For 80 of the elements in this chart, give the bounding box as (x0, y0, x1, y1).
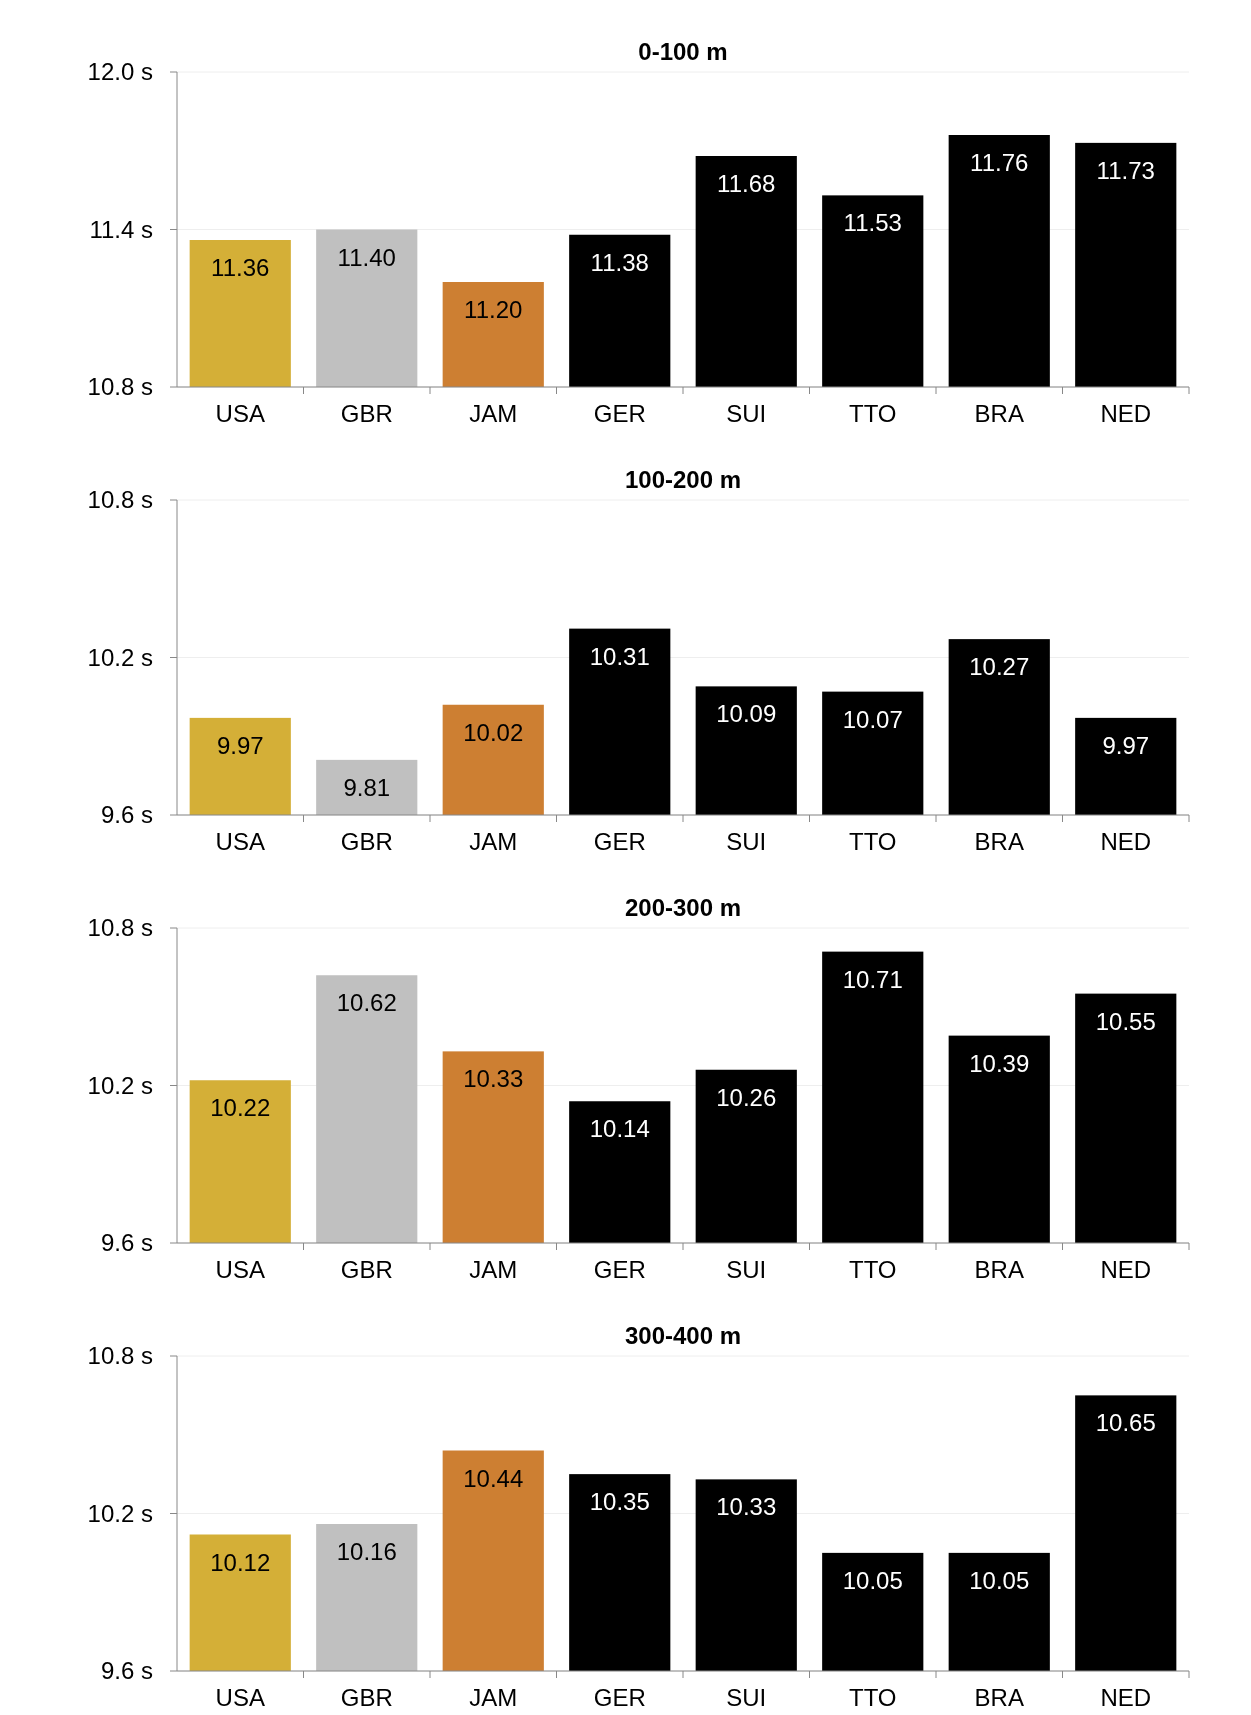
x-tick-label: GER (593, 1684, 646, 1711)
x-tick-label: GER (593, 400, 646, 427)
x-tick-label: NED (1100, 828, 1152, 855)
y-tick-label: 10.8 s (87, 1342, 153, 1370)
x-tick-label: BRA (974, 400, 1024, 427)
y-tick-label: 9.6 s (100, 1229, 153, 1257)
data-label: 10.16 (336, 1538, 397, 1565)
x-tick-label: TTO (848, 400, 897, 427)
x-tick-label: NED (1100, 1256, 1152, 1283)
x-tick-label: NED (1100, 400, 1152, 427)
x-tick-label: TTO (848, 828, 897, 855)
x-tick-label: GBR (340, 1256, 393, 1283)
y-tick-label: 10.8 s (87, 914, 153, 942)
data-label: 10.35 (589, 1488, 650, 1516)
data-label: 11.40 (337, 243, 396, 271)
chart-title: 300-400 m (624, 1322, 742, 1349)
x-tick-label: GBR (340, 400, 393, 427)
data-label: 10.33 (463, 1065, 524, 1093)
x-tick-label: JAM (469, 1684, 518, 1711)
data-label: 10.44 (463, 1464, 524, 1492)
data-label: 9.97 (216, 731, 264, 759)
data-label: 9.81 (343, 773, 391, 801)
data-label: 10.33 (716, 1493, 777, 1521)
data-label: 10.05 (969, 1566, 1030, 1594)
y-tick-label: 12.0 s (87, 58, 153, 86)
x-tick-label: SUI (726, 1684, 767, 1711)
y-tick-label: 10.2 s (87, 1499, 153, 1527)
data-label: 10.71 (842, 965, 903, 993)
data-label: 10.55 (1095, 1007, 1156, 1035)
data-label: 10.02 (463, 718, 524, 746)
data-label: 11.73 (1096, 156, 1155, 184)
x-tick-label: SUI (726, 828, 767, 855)
x-tick-label: SUI (726, 1256, 767, 1283)
data-label: 10.31 (589, 642, 650, 670)
x-tick-label: TTO (848, 1684, 897, 1711)
data-label: 10.39 (969, 1049, 1030, 1077)
x-tick-label: NED (1100, 1684, 1152, 1711)
data-label: 11.20 (464, 296, 523, 323)
x-tick-label: USA (215, 828, 265, 855)
data-label: 10.09 (716, 700, 777, 728)
data-label: 10.26 (716, 1083, 777, 1111)
x-tick-label: GER (593, 828, 646, 855)
chart-title: 200-300 m (624, 894, 742, 921)
data-label: 11.53 (843, 209, 902, 237)
y-tick-label: 10.2 s (87, 643, 153, 671)
data-label: 10.62 (336, 989, 397, 1017)
x-tick-label: TTO (848, 1256, 897, 1283)
data-label: 10.65 (1095, 1409, 1156, 1437)
y-tick-label: 10.2 s (87, 1071, 153, 1099)
x-tick-label: BRA (974, 828, 1024, 855)
x-tick-label: JAM (469, 828, 518, 855)
data-label: 10.12 (210, 1548, 271, 1576)
x-tick-label: GBR (340, 1684, 393, 1711)
x-tick-label: JAM (469, 1256, 518, 1283)
x-tick-label: USA (215, 1684, 265, 1711)
y-tick-label: 9.6 s (100, 801, 153, 829)
data-label: 10.05 (842, 1566, 903, 1594)
data-label: 11.36 (211, 254, 270, 281)
y-tick-label: 10.8 s (87, 373, 153, 401)
x-tick-label: USA (215, 400, 265, 427)
data-label: 10.22 (210, 1094, 271, 1122)
y-tick-label: 11.4 s (89, 215, 153, 243)
x-tick-label: JAM (469, 400, 518, 427)
data-label: 10.14 (589, 1115, 650, 1143)
chart-title: 100-200 m (624, 466, 742, 493)
y-tick-label: 9.6 s (100, 1657, 153, 1685)
data-label: 9.97 (1102, 731, 1150, 759)
y-tick-label: 10.8 s (87, 486, 153, 514)
x-tick-label: BRA (974, 1684, 1024, 1711)
data-label: 11.38 (590, 248, 649, 276)
x-tick-label: USA (215, 1256, 265, 1283)
x-tick-label: BRA (974, 1256, 1024, 1283)
chart-title: 0-100 m (638, 38, 728, 65)
data-label: 11.68 (717, 170, 776, 197)
data-label: 10.27 (969, 653, 1030, 681)
x-tick-label: SUI (726, 400, 767, 427)
data-label: 11.76 (970, 149, 1029, 176)
data-label: 10.07 (842, 705, 903, 733)
x-tick-label: GER (593, 1256, 646, 1283)
x-tick-label: GBR (340, 828, 393, 855)
